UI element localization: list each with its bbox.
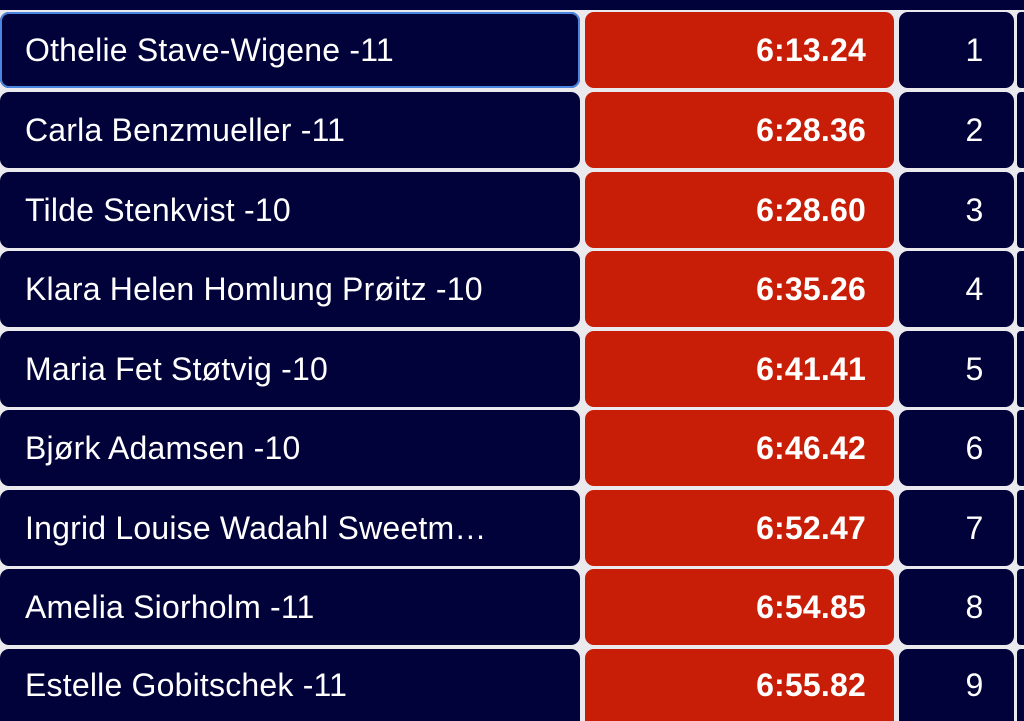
row-edge — [1017, 172, 1024, 248]
result-row[interactable]: Othelie Stave-Wigene -11 6:13.24 1 — [0, 12, 1024, 88]
athlete-name: Carla Benzmueller -11 — [0, 92, 580, 168]
result-row[interactable]: Amelia Siorholm -11 6:54.85 8 — [0, 569, 1024, 645]
result-row[interactable]: Klara Helen Homlung Prøitz -10 6:35.26 4 — [0, 251, 1024, 327]
row-edge — [1017, 569, 1024, 645]
result-row[interactable]: Bjørk Adamsen -10 6:46.42 6 — [0, 410, 1024, 486]
athlete-name: Klara Helen Homlung Prøitz -10 — [0, 251, 580, 327]
result-place: 6 — [899, 410, 1014, 486]
athlete-name: Estelle Gobitschek -11 — [0, 649, 580, 721]
row-edge — [1017, 92, 1024, 168]
result-place: 4 — [899, 251, 1014, 327]
result-time: 6:41.41 — [585, 331, 894, 407]
row-edge — [1017, 490, 1024, 566]
result-row[interactable]: Estelle Gobitschek -11 6:55.82 9 — [0, 649, 1024, 721]
result-place: 5 — [899, 331, 1014, 407]
result-time: 6:13.24 — [585, 12, 894, 88]
athlete-name: Maria Fet Støtvig -10 — [0, 331, 580, 407]
result-time: 6:46.42 — [585, 410, 894, 486]
row-edge — [1017, 331, 1024, 407]
result-time: 6:54.85 — [585, 569, 894, 645]
athlete-name: Amelia Siorholm -11 — [0, 569, 580, 645]
result-place: 3 — [899, 172, 1014, 248]
result-time: 6:35.26 — [585, 251, 894, 327]
result-row[interactable]: Carla Benzmueller -11 6:28.36 2 — [0, 92, 1024, 168]
header-strip — [0, 0, 1024, 10]
result-row[interactable]: Maria Fet Støtvig -10 6:41.41 5 — [0, 331, 1024, 407]
result-time: 6:52.47 — [585, 490, 894, 566]
result-place: 9 — [899, 649, 1014, 721]
row-edge — [1017, 410, 1024, 486]
row-edge — [1017, 12, 1024, 88]
result-place: 1 — [899, 12, 1014, 88]
result-time: 6:55.82 — [585, 649, 894, 721]
athlete-name: Bjørk Adamsen -10 — [0, 410, 580, 486]
row-edge — [1017, 251, 1024, 327]
athlete-name: Othelie Stave-Wigene -11 — [0, 12, 580, 88]
result-place: 2 — [899, 92, 1014, 168]
athlete-name: Tilde Stenkvist -10 — [0, 172, 580, 248]
row-edge — [1017, 649, 1024, 721]
result-place: 8 — [899, 569, 1014, 645]
result-time: 6:28.60 — [585, 172, 894, 248]
result-place: 7 — [899, 490, 1014, 566]
result-row[interactable]: Tilde Stenkvist -10 6:28.60 3 — [0, 172, 1024, 248]
athlete-name: Ingrid Louise Wadahl Sweetm… — [0, 490, 580, 566]
result-row[interactable]: Ingrid Louise Wadahl Sweetm… 6:52.47 7 — [0, 490, 1024, 566]
result-time: 6:28.36 — [585, 92, 894, 168]
